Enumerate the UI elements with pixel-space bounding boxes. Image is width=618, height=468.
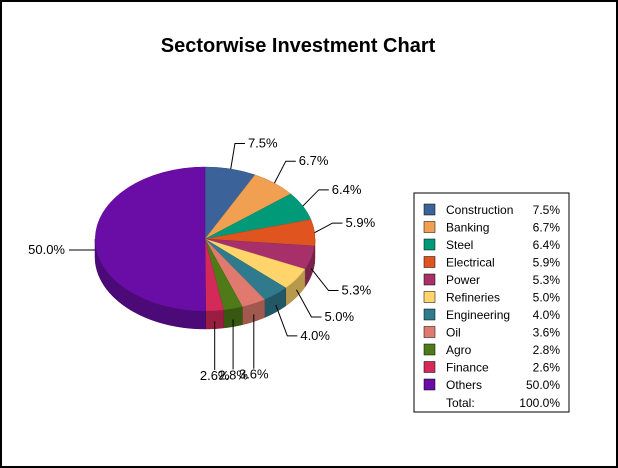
leader-line xyxy=(275,304,298,337)
leader-line xyxy=(273,160,296,184)
legend-value-steel: 6.4% xyxy=(533,238,561,252)
legend-swatch-power xyxy=(423,273,436,286)
slice-label-banking: 6.7% xyxy=(299,153,329,168)
slice-others xyxy=(95,166,206,312)
legend-swatch-engineering xyxy=(423,308,436,321)
legend-swatch-construction xyxy=(423,203,436,216)
legend-swatch-refineries xyxy=(423,291,436,303)
legend-value-electrical: 5.9% xyxy=(533,256,561,270)
pie-labels: 7.5% 6.7%6.4% 5.9% 5.3% 5.0% 4.0% 3.6%2.8%2.6%… xyxy=(28,135,375,382)
legend-value-refineries: 5.0% xyxy=(533,291,561,305)
pie-top xyxy=(95,166,316,312)
legend-swatch-others xyxy=(423,378,436,391)
leader-line xyxy=(310,268,339,292)
slice-label-power: 5.3% xyxy=(342,283,372,298)
slice-label-finance: 2.6% xyxy=(200,368,230,383)
slice-label-steel: 6.4% xyxy=(332,182,362,197)
legend-label-finance: Finance xyxy=(446,361,489,375)
legend-label-steel: Steel xyxy=(446,238,473,252)
legend-swatch-electrical xyxy=(423,256,436,268)
slice-label-agro: 2.8% xyxy=(218,367,248,382)
legend-swatch-agro xyxy=(423,343,436,356)
slice-label-oil: 3.6% xyxy=(239,367,269,382)
slice-label-electrical: 5.9% xyxy=(346,215,376,230)
legend-label-construction: Construction xyxy=(446,203,513,217)
legend-label-banking: Banking xyxy=(446,221,489,235)
legend-value-agro: 2.8% xyxy=(533,343,561,357)
legend-swatch-oil xyxy=(423,326,436,338)
legend-label-agro: Agro xyxy=(446,343,472,357)
legend-total-label: Total: xyxy=(446,396,475,410)
chart-title: Sectorwise Investment Chart xyxy=(161,35,436,57)
leader-line xyxy=(302,189,329,207)
legend-label-power: Power xyxy=(446,273,480,287)
slice-label-refineries: 5.0% xyxy=(324,309,354,324)
legend-box xyxy=(413,192,570,413)
leader-line xyxy=(230,142,245,170)
legend-swatch-steel xyxy=(423,238,436,251)
legend-label-oil: Oil xyxy=(446,326,461,340)
leader-line xyxy=(314,222,343,234)
pie-sides xyxy=(94,238,316,330)
slice-label-construction: 7.5% xyxy=(248,135,278,150)
leader-line xyxy=(296,289,322,318)
legend-swatch-banking xyxy=(423,221,436,233)
legend-label-electrical: Electrical xyxy=(446,256,495,270)
slice-label-engineering: 4.0% xyxy=(300,328,330,343)
legend-value-engineering: 4.0% xyxy=(533,308,561,322)
legend: Construction 7.5% Banking 6.7% Steel 6.4% Elec… xyxy=(413,192,570,413)
slice-label-others: 50.0% xyxy=(28,242,65,257)
legend-value-power: 5.3% xyxy=(533,273,561,287)
legend-label-refineries: Refineries xyxy=(446,291,500,305)
legend-total-value: 100.0% xyxy=(519,396,560,410)
legend-label-others: Others xyxy=(446,378,482,392)
legend-label-engineering: Engineering xyxy=(446,308,510,322)
legend-value-finance: 2.6% xyxy=(533,361,561,375)
legend-value-construction: 7.5% xyxy=(533,203,561,217)
legend-value-oil: 3.6% xyxy=(533,326,561,340)
legend-value-banking: 6.7% xyxy=(533,221,561,235)
legend-swatch-finance xyxy=(423,361,436,373)
legend-value-others: 50.0% xyxy=(526,378,560,392)
